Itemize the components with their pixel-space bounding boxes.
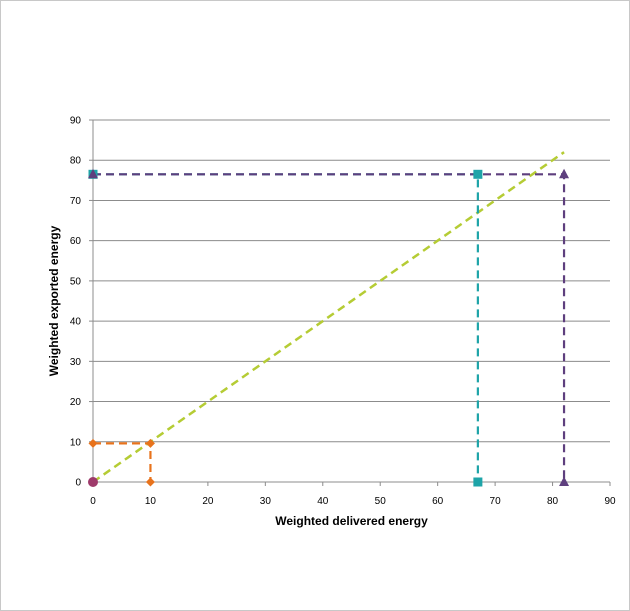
y-tick-label-90: 90 [70, 116, 82, 127]
tick-labels: 0 10 20 30 40 50 60 70 80 90 0 10 20 30 40 50 60 70 80 90 [70, 116, 616, 508]
series-2-line [93, 173, 479, 482]
y-tick-label-50: 50 [70, 276, 82, 287]
series-1-point-1 [88, 438, 98, 448]
gridlines [93, 119, 610, 443]
y-tick-label-30: 30 [70, 357, 82, 368]
x-axis-title: Weighted delivered energy [275, 514, 428, 528]
x-tick-label-80: 80 [547, 496, 559, 507]
x-tick-label-20: 20 [202, 496, 214, 507]
y-tick-label-60: 60 [70, 236, 82, 247]
series-3-line [93, 173, 566, 482]
y-tick-label-10: 10 [70, 437, 82, 448]
x-tick-label-10: 10 [145, 496, 157, 507]
series-markers [88, 168, 570, 487]
y-tick-label-70: 70 [70, 196, 82, 207]
series-3-point-3 [559, 476, 570, 486]
series-1-point-2 [145, 438, 155, 448]
series-3-point-1 [88, 168, 98, 179]
diagonal-line [92, 151, 565, 484]
x-tick-label-70: 70 [490, 496, 502, 507]
series-3-point-2 [559, 168, 570, 179]
y-tick-label-0: 0 [75, 478, 81, 489]
y-tick-label-20: 20 [70, 397, 82, 408]
x-tick-label-60: 60 [432, 496, 444, 507]
x-tick-label-30: 30 [260, 496, 272, 507]
y-axis-title: Weighted exported energy [47, 225, 61, 376]
series-2-point-3 [473, 477, 483, 487]
series-1-point-3 [145, 477, 155, 487]
x-tick-label-0: 0 [90, 496, 96, 507]
series-2-point-2 [473, 169, 483, 179]
y-tick-label-80: 80 [70, 156, 82, 167]
series-4-point-1 [88, 477, 98, 487]
x-tick-label-50: 50 [375, 496, 387, 507]
x-tick-label-40: 40 [317, 496, 329, 507]
series-lines [92, 151, 566, 484]
x-tick-label-90: 90 [604, 496, 616, 507]
y-tick-label-40: 40 [70, 317, 82, 328]
axes [89, 119, 611, 486]
